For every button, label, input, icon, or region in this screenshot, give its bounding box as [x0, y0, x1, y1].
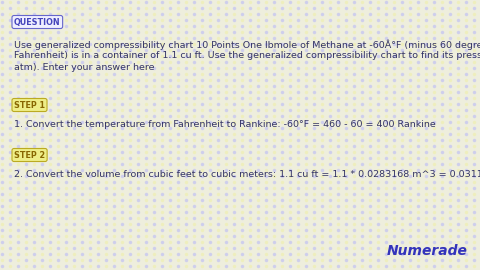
Text: 2. Convert the volume from cubic feet to cubic meters: 1.1 cu ft = 1.1 * 0.02831: 2. Convert the volume from cubic feet to… — [14, 170, 480, 179]
Text: Numerade: Numerade — [387, 244, 468, 258]
Text: QUESTION: QUESTION — [14, 18, 60, 26]
Text: 1. Convert the temperature from Fahrenheit to Rankine: -60°F = 460 - 60 = 400 Ra: 1. Convert the temperature from Fahrenhe… — [14, 120, 436, 129]
Text: STEP 2: STEP 2 — [14, 150, 45, 160]
Text: Use generalized compressibility chart 10 Points One lbmole of Methane at -60Â°F : Use generalized compressibility chart 10… — [14, 40, 480, 50]
Text: STEP 1: STEP 1 — [14, 100, 45, 110]
Text: atm). Enter your answer here: atm). Enter your answer here — [14, 63, 155, 72]
Text: Fahrenheit) is in a container of 1.1 cu ft. Use the generalized compressibility : Fahrenheit) is in a container of 1.1 cu … — [14, 52, 480, 60]
